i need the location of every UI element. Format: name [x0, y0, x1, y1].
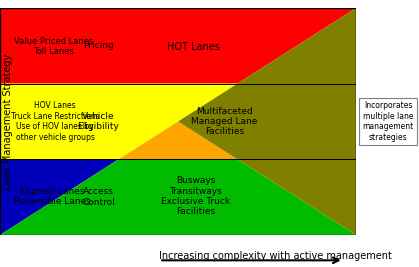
Text: Lane Management Strategy: Lane Management Strategy: [3, 53, 13, 190]
Polygon shape: [119, 8, 356, 159]
Polygon shape: [0, 159, 119, 235]
Text: Express Lanes
Reversible Lanes: Express Lanes Reversible Lanes: [14, 187, 91, 206]
Text: HOV Lanes
Truck Lane Restrictions
Use of HOV lanes by
other vehicle groups: HOV Lanes Truck Lane Restrictions Use of…: [10, 101, 99, 142]
Polygon shape: [178, 8, 356, 235]
Text: Increasing complexity with active management: Increasing complexity with active manage…: [159, 251, 392, 261]
Polygon shape: [0, 8, 356, 84]
Text: HOT Lanes: HOT Lanes: [167, 42, 220, 52]
Text: Pricing: Pricing: [83, 41, 114, 50]
Polygon shape: [0, 84, 238, 159]
Text: Incorporates
multiple lane
management
strategies: Incorporates multiple lane management st…: [362, 101, 414, 142]
Text: Access
Control: Access Control: [82, 187, 115, 207]
Text: Busways
Transitways
Exclusive Truck
Facilities: Busways Transitways Exclusive Truck Faci…: [161, 176, 230, 217]
Text: Multifaceted
Managed Lane
Facilities: Multifaceted Managed Lane Facilities: [191, 107, 258, 136]
Text: Value Priced Lanes
Toll Lanes: Value Priced Lanes Toll Lanes: [14, 37, 93, 56]
Text: Vehicle
Eligibility: Vehicle Eligibility: [78, 112, 119, 131]
Polygon shape: [0, 159, 356, 235]
